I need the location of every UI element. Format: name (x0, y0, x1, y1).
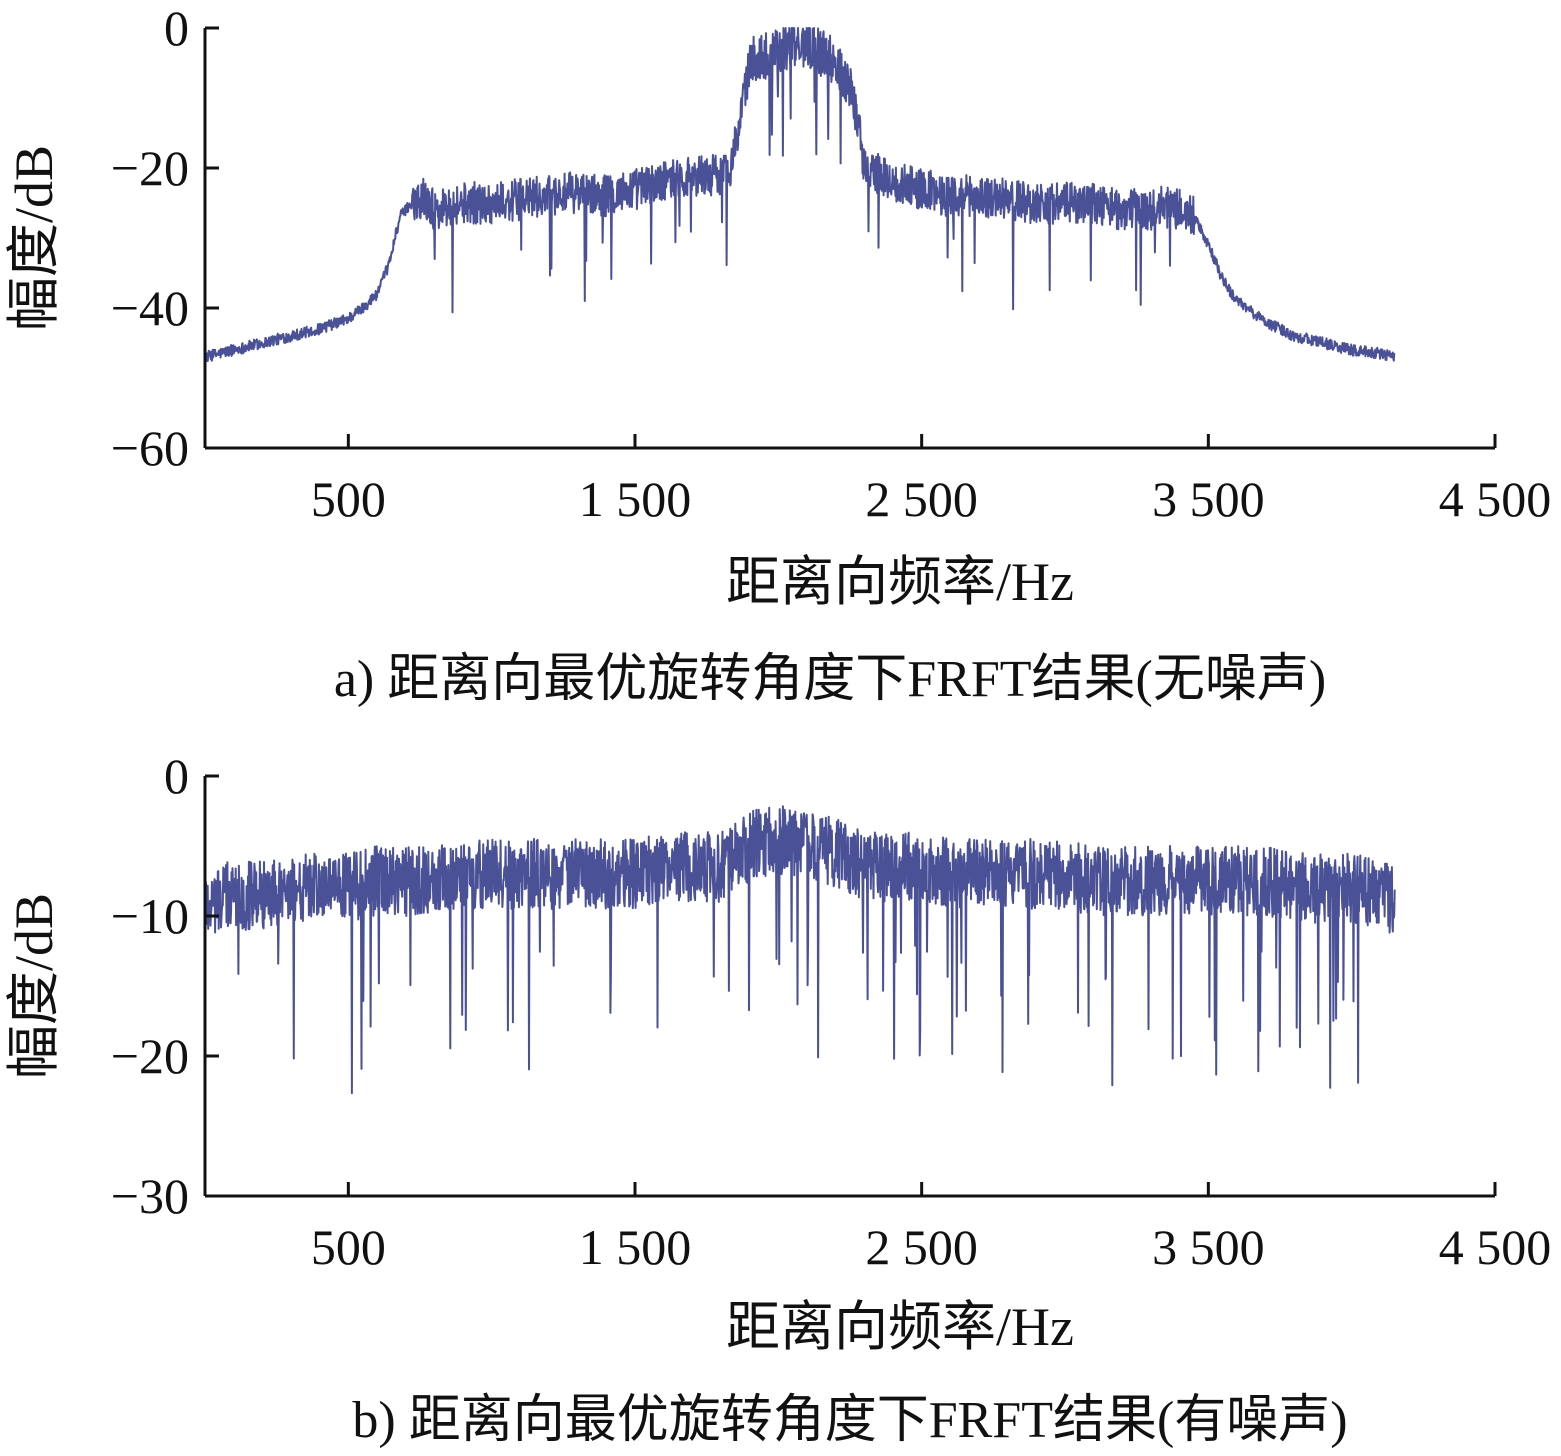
x-tick-label-a-1: 1 500 (579, 471, 692, 527)
series-line-b (204, 805, 1396, 1095)
y-tick-label-b-3: −30 (111, 1168, 189, 1224)
y-tick-label-a-0: 0 (164, 0, 189, 56)
x-tick-label-a-2: 2 500 (865, 471, 978, 527)
y-tick-label-a-1: −20 (111, 140, 189, 196)
y-axis-title-a: 幅度/dB (4, 145, 64, 331)
series-line-a (204, 27, 1396, 363)
x-tick-label-a-3: 3 500 (1152, 471, 1265, 527)
y-tick-label-a-2: −40 (111, 280, 189, 336)
x-tick-label-b-0: 500 (311, 1219, 386, 1275)
x-axis-title-b: 距离向频率/Hz (726, 1297, 1074, 1357)
chart-a: 500 1 500 2 500 3 500 4 500 0 −20 −40 −60 距离向频率/H… (4, 0, 1551, 612)
y-tick-label-a-3: −60 (111, 420, 189, 476)
x-axis-title-a: 距离向频率/Hz (726, 552, 1074, 612)
caption-a: a) 距离向最优旋转角度下FRFT结果(无噪声) (334, 651, 1326, 708)
caption-b: b) 距离向最优旋转角度下FRFT结果(有噪声) (352, 1392, 1347, 1449)
y-axis-title-b: 幅度/dB (4, 893, 64, 1079)
x-tick-label-b-1: 1 500 (579, 1219, 692, 1275)
x-tick-label-b-2: 2 500 (865, 1219, 978, 1275)
y-tick-label-b-0: 0 (164, 748, 189, 804)
x-tick-label-a-4: 4 500 (1439, 471, 1552, 527)
x-tick-label-b-3: 3 500 (1152, 1219, 1265, 1275)
y-tick-label-b-2: −20 (111, 1028, 189, 1084)
y-tick-label-b-1: −10 (111, 888, 189, 944)
x-tick-label-a-0: 500 (311, 471, 386, 527)
chart-b: 500 1 500 2 500 3 500 4 500 0 −10 −20 −30 距离向频率/H… (4, 748, 1551, 1357)
x-tick-label-b-4: 4 500 (1439, 1219, 1552, 1275)
